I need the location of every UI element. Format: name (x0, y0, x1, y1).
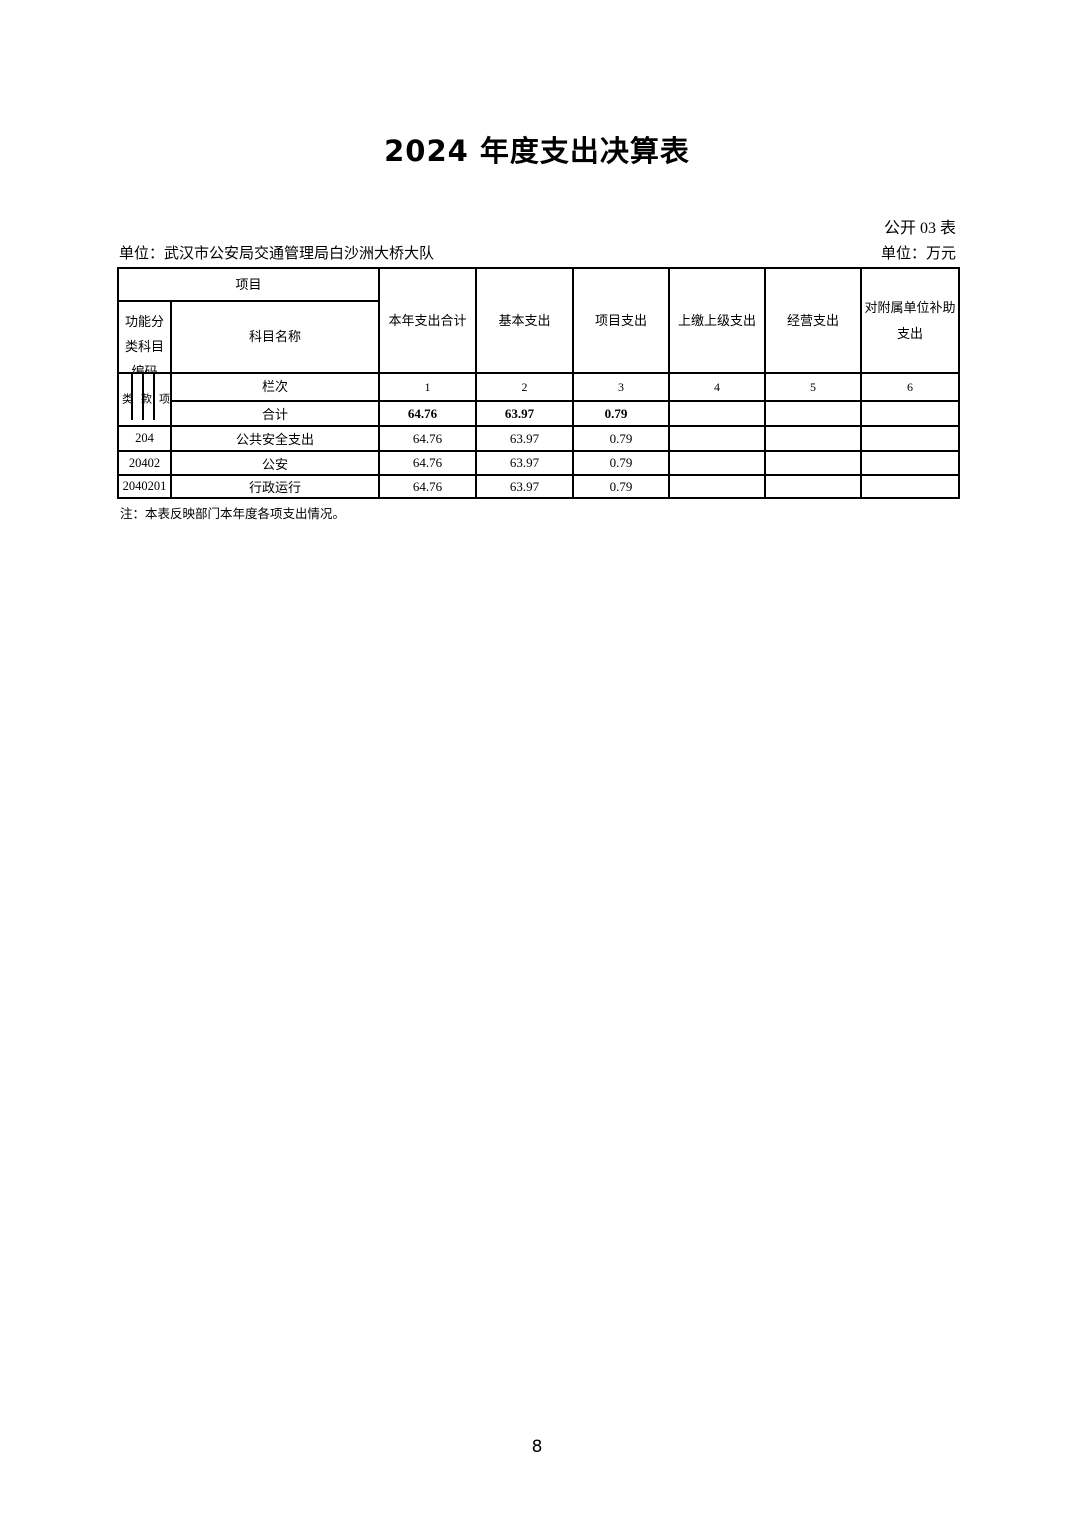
col-number-3: 3 (572, 372, 671, 402)
total-value (860, 400, 961, 427)
row-value (860, 425, 961, 452)
table-footnote: 注：本表反映部门本年度各项支出情况。 (120, 507, 346, 521)
row-value: 0.79 (572, 450, 671, 476)
row-value: 63.97 (475, 474, 575, 499)
table-row: 功能分 类科目 编码 科目名称 (117, 300, 959, 374)
total-value (668, 400, 767, 427)
divider-line (131, 375, 133, 420)
col-number-4: 4 (668, 372, 767, 402)
func-code-line: 编码 (131, 364, 158, 372)
header-col-project-exp: 项目支出 (572, 267, 671, 374)
class-char: 类 (122, 393, 133, 405)
row-value (764, 450, 863, 476)
row-value: 64.76 (378, 450, 478, 476)
table-row: 204 公共安全支出 64.76 63.97 0.79 (117, 425, 961, 452)
row-code: 204 (117, 425, 172, 452)
header-col-upturn: 上缴上级支出 (668, 267, 767, 374)
divider-line (142, 375, 144, 420)
class-section-cell: 类 款 项 (117, 372, 172, 427)
header-col-annual-total: 本年支出合计 (378, 267, 478, 374)
section-char: 款 (141, 393, 152, 405)
row-value: 64.76 (378, 425, 478, 452)
col-number-1: 1 (378, 372, 478, 402)
row-value: 0.79 (572, 425, 671, 452)
divider-line (153, 375, 155, 420)
unit-currency: 单位：万元 (880, 246, 956, 262)
row-value (668, 474, 767, 499)
table-row: 2040201 行政运行 64.76 63.97 0.79 (117, 474, 961, 499)
header-col-operating: 经营支出 (764, 267, 863, 374)
row-name: 公安 (169, 450, 381, 476)
row-value: 63.97 (475, 450, 575, 476)
row-value: 0.79 (572, 474, 671, 499)
row-value (668, 450, 767, 476)
row-value: 63.97 (475, 425, 575, 452)
func-code-line: 类科目 (124, 339, 164, 354)
row-value (764, 425, 863, 452)
row-name: 公共安全支出 (169, 425, 381, 452)
page-title: 2024 年度支出决算表 (384, 134, 690, 168)
class-section-inner: 类 款 项 (120, 375, 170, 424)
header-subject-name: 科目名称 (169, 300, 381, 374)
row-name: 行政运行 (169, 474, 381, 499)
row-value (860, 474, 961, 499)
unit-name: 单位：武汉市公安局交通管理局白沙洲大桥大队 (119, 246, 435, 262)
page-number: 8 (531, 1437, 543, 1457)
row-value: 64.76 (378, 474, 478, 499)
expenditure-table: 项目 本年支出合计 基本支出 项目支出 上缴上级支出 经营支出 对附属单位补助支… (116, 267, 961, 499)
row-value (860, 450, 961, 476)
row-value (668, 425, 767, 452)
table-row: 类 款 项 栏次 1 2 3 4 5 6 (117, 372, 961, 427)
header-col-subsidy: 对附属单位补助支出 (860, 267, 961, 374)
row-value (764, 474, 863, 499)
lanci-label: 栏次 (169, 372, 381, 402)
header-project: 项目 (116, 267, 381, 302)
total-value (764, 400, 863, 427)
func-code-line: 功能分 (124, 314, 164, 329)
header-func-code: 功能分 类科目 编码 (117, 300, 172, 374)
unit-row: 单位：武汉市公安局交通管理局白沙洲大桥大队 单位：万元 (119, 242, 956, 263)
total-value: 64.76 (378, 400, 478, 427)
total-value: 0.79 (572, 400, 671, 427)
item-char: 项 (159, 393, 170, 405)
header-col-basic: 基本支出 (475, 267, 575, 374)
total-label: 合计 (169, 400, 381, 427)
row-code: 20402 (117, 450, 172, 476)
table-row: 项目 本年支出合计 基本支出 项目支出 上缴上级支出 经营支出 对附属单位补助支… (116, 267, 961, 374)
table-wrapper: 项目 本年支出合计 基本支出 项目支出 上缴上级支出 经营支出 对附属单位补助支… (116, 267, 961, 499)
total-value: 63.97 (475, 400, 575, 427)
header-func-code-clip: 功能分 类科目 编码 (120, 303, 169, 372)
table-row: 20402 公安 64.76 63.97 0.79 (117, 450, 961, 476)
public-table-label: 公开 03 表 (883, 220, 956, 237)
total-row: 合计 64.76 63.97 0.79 (118, 400, 961, 427)
col-number-6: 6 (860, 372, 961, 402)
col-number-2: 2 (475, 372, 575, 402)
col-number-5: 5 (764, 372, 863, 402)
row-code: 2040201 (117, 474, 172, 499)
